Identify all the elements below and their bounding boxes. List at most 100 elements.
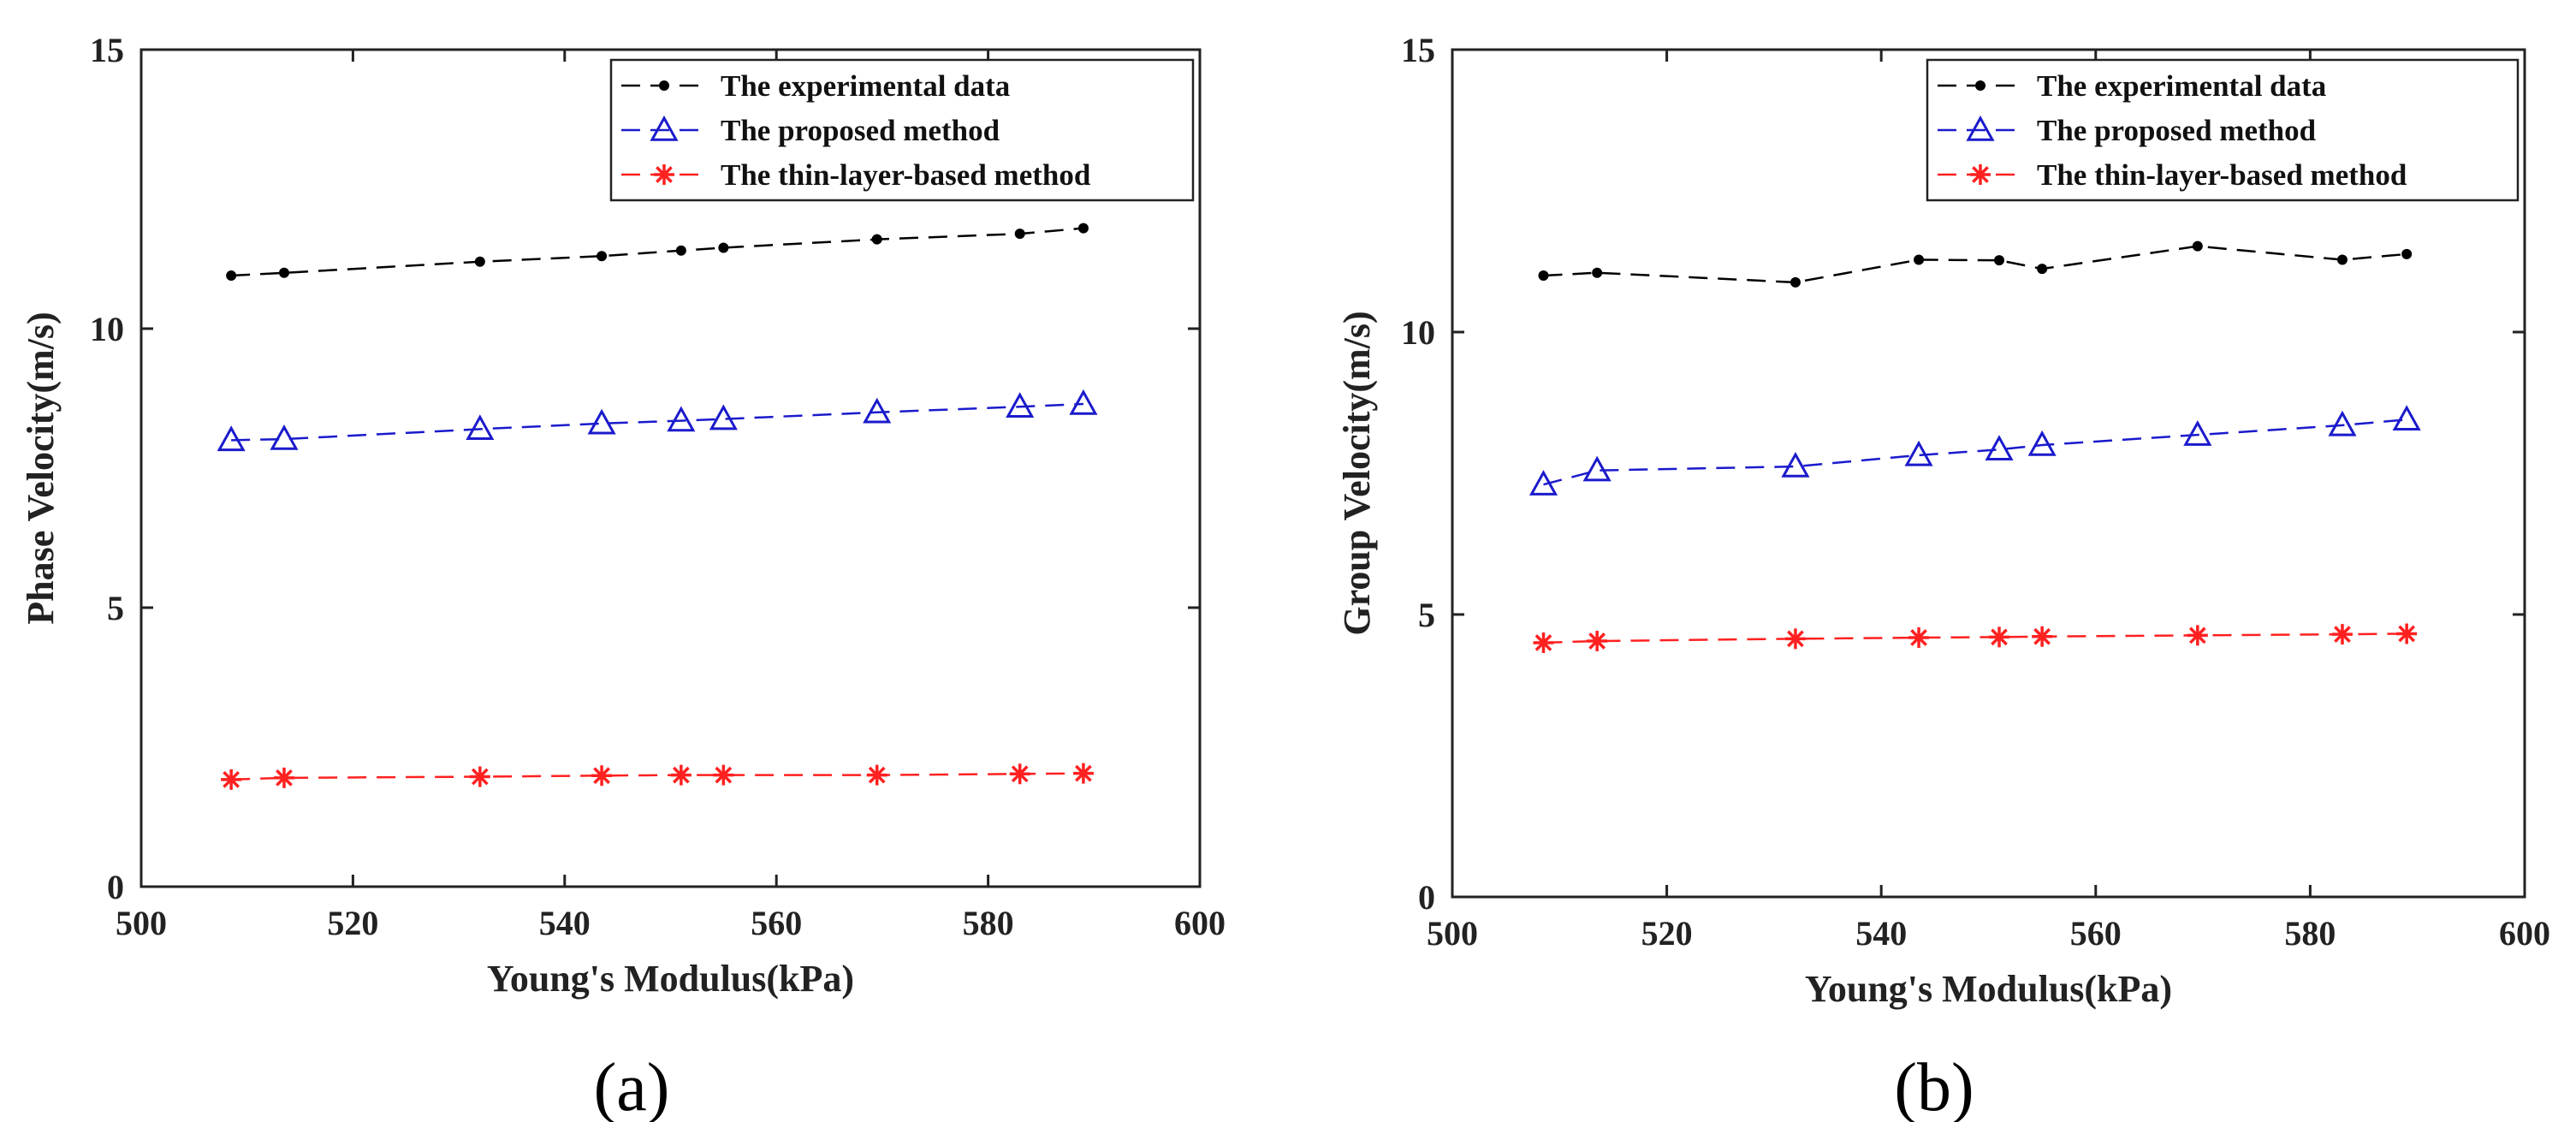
chart-b-data-point: [1784, 628, 1806, 650]
chart-a-data-point: [1069, 389, 1098, 415]
chart-b-data-point: [2401, 248, 2413, 259]
chart-b-data-point: [1528, 470, 1558, 496]
chart-a-legend: The experimental data The proposed method…: [609, 58, 1195, 202]
chart-a-series-3: [221, 763, 1094, 790]
chart-b-y-tick-label: 0: [1418, 878, 1435, 917]
chart-a-data-point: [278, 267, 289, 278]
chart-b-data-point: [1533, 632, 1554, 653]
chart-b-data-point: [2392, 405, 2421, 430]
chart-b-x-tick-label: 520: [1641, 914, 1693, 953]
chart-a-data-point: [675, 245, 686, 256]
chart-a-y-tick-label: 15: [90, 31, 124, 69]
chart-b-y-tick-label: 5: [1418, 596, 1435, 634]
chart-b-plot-frame: [1451, 48, 2526, 899]
chart-b-y-tick-label: 10: [1401, 313, 1435, 352]
chart-a-x-axis-label: Young's Modulus(kPa): [487, 958, 854, 1000]
chart-a-data-point: [866, 764, 887, 786]
chart-a-data-point: [474, 256, 485, 267]
chart-a-plot-frame: [139, 48, 1202, 888]
chart-a-data-point: [709, 404, 738, 430]
chart-a-series-line: [231, 402, 1083, 442]
chart-b-data-point: [2027, 430, 2057, 456]
chart-a: 500 520 540 560 580 600 0 5 10 15 Young's Modulus(…: [20, 31, 1226, 1122]
chart-b: 500 520 540 560 580 600 0 5 10 15 Young's Modulus(…: [1336, 31, 2550, 1122]
chart-a-data-point: [1077, 223, 1089, 234]
chart-b-legend-marker: [1966, 115, 1995, 141]
chart-b-legend: The experimental data The proposed method…: [1926, 58, 2520, 202]
chart-a-legend-marker: [654, 164, 674, 185]
chart-a-x-tick-label: 600: [1174, 904, 1226, 942]
chart-a-data-point: [226, 270, 237, 282]
chart-a-y-tick-label: 10: [90, 310, 124, 348]
chart-a-data-point: [718, 242, 729, 253]
chart-a-data-point: [1014, 229, 1025, 240]
chart-b-data-point: [2183, 420, 2212, 446]
chart-a-legend-marker: [650, 115, 679, 141]
chart-a-y-tick-label: 5: [107, 589, 124, 627]
chart-a-data-point: [667, 406, 696, 432]
chart-b-data-point: [2187, 625, 2208, 646]
chart-a-series-line: [231, 227, 1084, 277]
chart-a-data-point: [670, 764, 691, 786]
chart-a-data-point: [217, 425, 246, 452]
chart-a-legend-marker: [659, 80, 669, 91]
chart-b-data-point: [1989, 626, 2010, 648]
chart-a-data-point: [587, 408, 616, 435]
chart-b-data-point: [1592, 267, 1603, 278]
chart-b-series-line: [1543, 245, 2407, 284]
chart-a-series-2: [217, 389, 1098, 452]
chart-b-data-point: [2037, 264, 2048, 275]
chart-b-data-point: [2032, 626, 2053, 647]
chart-a-legend-box: [609, 58, 1195, 202]
chart-b-data-point: [1587, 631, 1608, 652]
chart-b-x-tick-label: 500: [1427, 914, 1478, 953]
chart-b-data-point: [1904, 440, 1933, 466]
chart-a-data-point: [1009, 763, 1030, 785]
chart-b-x-axis-label: Young's Modulus(kPa): [1805, 968, 2172, 1010]
chart-b-x-tick-label: 560: [2070, 914, 2122, 953]
chart-a-data-point: [863, 397, 892, 424]
chart-b-data-point: [1781, 451, 1810, 478]
chart-b-y-tick-label: 15: [1401, 31, 1435, 69]
chart-b-series-line: [1543, 419, 2407, 486]
chart-a-series-line: [231, 772, 1083, 781]
chart-a-x-tick-label: 500: [116, 904, 167, 942]
chart-b-data-point: [2192, 240, 2203, 252]
chart-b-series-line: [1543, 632, 2407, 644]
chart-a-y-tick-label: 0: [107, 868, 124, 906]
chart-a-x-tick-label: 560: [751, 904, 802, 942]
chart-b-data-point: [1985, 435, 2014, 460]
chart-b-data-point: [1908, 627, 1930, 649]
chart-b-data-point: [2328, 410, 2357, 436]
chart-b-series-3: [1533, 623, 2418, 653]
chart-a-data-point: [597, 251, 608, 262]
chart-b-data-point: [2336, 254, 2347, 265]
chart-a-data-point: [591, 765, 613, 787]
chart-b-panel-label: (b): [1894, 1050, 1974, 1122]
chart-b-legend-marker: [1975, 80, 1985, 91]
chart-a-x-tick-label: 540: [539, 904, 591, 942]
chart-a-data-point: [221, 769, 242, 790]
chart-a-y-axis-label: Phase Velocity(m/s): [20, 312, 62, 624]
chart-b-x-tick-label: 600: [2499, 914, 2550, 953]
chart-a-data-point: [713, 764, 734, 786]
chart-b-series-2: [1528, 405, 2421, 496]
chart-a-data-point: [1072, 763, 1094, 784]
chart-a-data-point: [871, 234, 882, 245]
chart-a-data-point: [1006, 392, 1035, 418]
chart-b-data-point: [1914, 254, 1925, 265]
chart-a-legend-label: The proposed method: [721, 114, 1000, 147]
chart-a-series-1: [226, 223, 1089, 282]
chart-a-data-point: [270, 424, 299, 450]
chart-b-data-point: [2396, 623, 2418, 644]
chart-b-series-1: [1538, 240, 2413, 288]
chart-a-x-tick-label: 580: [963, 904, 1014, 942]
chart-b-data-point: [2331, 624, 2353, 645]
chart-b-legend-box: [1926, 58, 2520, 202]
chart-a-data-point: [466, 414, 495, 441]
chart-b-data-point: [1538, 270, 1549, 281]
chart-b-legend-marker: [1970, 164, 1991, 185]
chart-a-legend-label: The experimental data: [721, 69, 1010, 103]
chart-a-x-tick-label: 520: [327, 904, 378, 942]
